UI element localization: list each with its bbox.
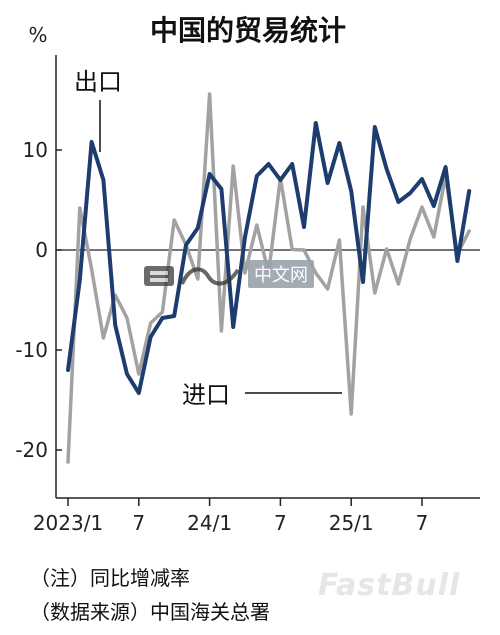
y-tick-label: -20 bbox=[15, 438, 48, 462]
annotation-import: 进口 bbox=[182, 381, 230, 409]
nikkei-watermark bbox=[142, 262, 242, 290]
series-line-export bbox=[66, 121, 472, 395]
y-tick-label: 10 bbox=[23, 138, 48, 162]
y-tick-label: -10 bbox=[15, 338, 48, 362]
chart-title: 中国的贸易统计 bbox=[150, 14, 346, 47]
annotation-export: 出口 bbox=[74, 68, 122, 96]
x-ticks: 2023/1 7 24/1 7 25/1 7 bbox=[33, 498, 429, 535]
note-line-1: （注）同比增减率 bbox=[30, 566, 190, 590]
x-tick-label: 7 bbox=[132, 511, 145, 535]
x-tick-label: 24/1 bbox=[187, 511, 232, 535]
x-tick-label: 25/1 bbox=[329, 511, 374, 535]
x-tick-label: 2023/1 bbox=[33, 511, 103, 535]
y-ticks: 10 0 -10 -20 bbox=[15, 138, 62, 462]
fastbull-watermark: FastBull bbox=[318, 568, 461, 603]
note-line-2: （数据来源）中国海关总署 bbox=[30, 600, 270, 624]
x-tick-label: 7 bbox=[274, 511, 287, 535]
chinese-web-watermark: 中文网 bbox=[248, 260, 314, 288]
unit-label: % bbox=[28, 23, 47, 47]
y-tick-label: 0 bbox=[35, 238, 48, 262]
x-tick-label: 7 bbox=[416, 511, 429, 535]
